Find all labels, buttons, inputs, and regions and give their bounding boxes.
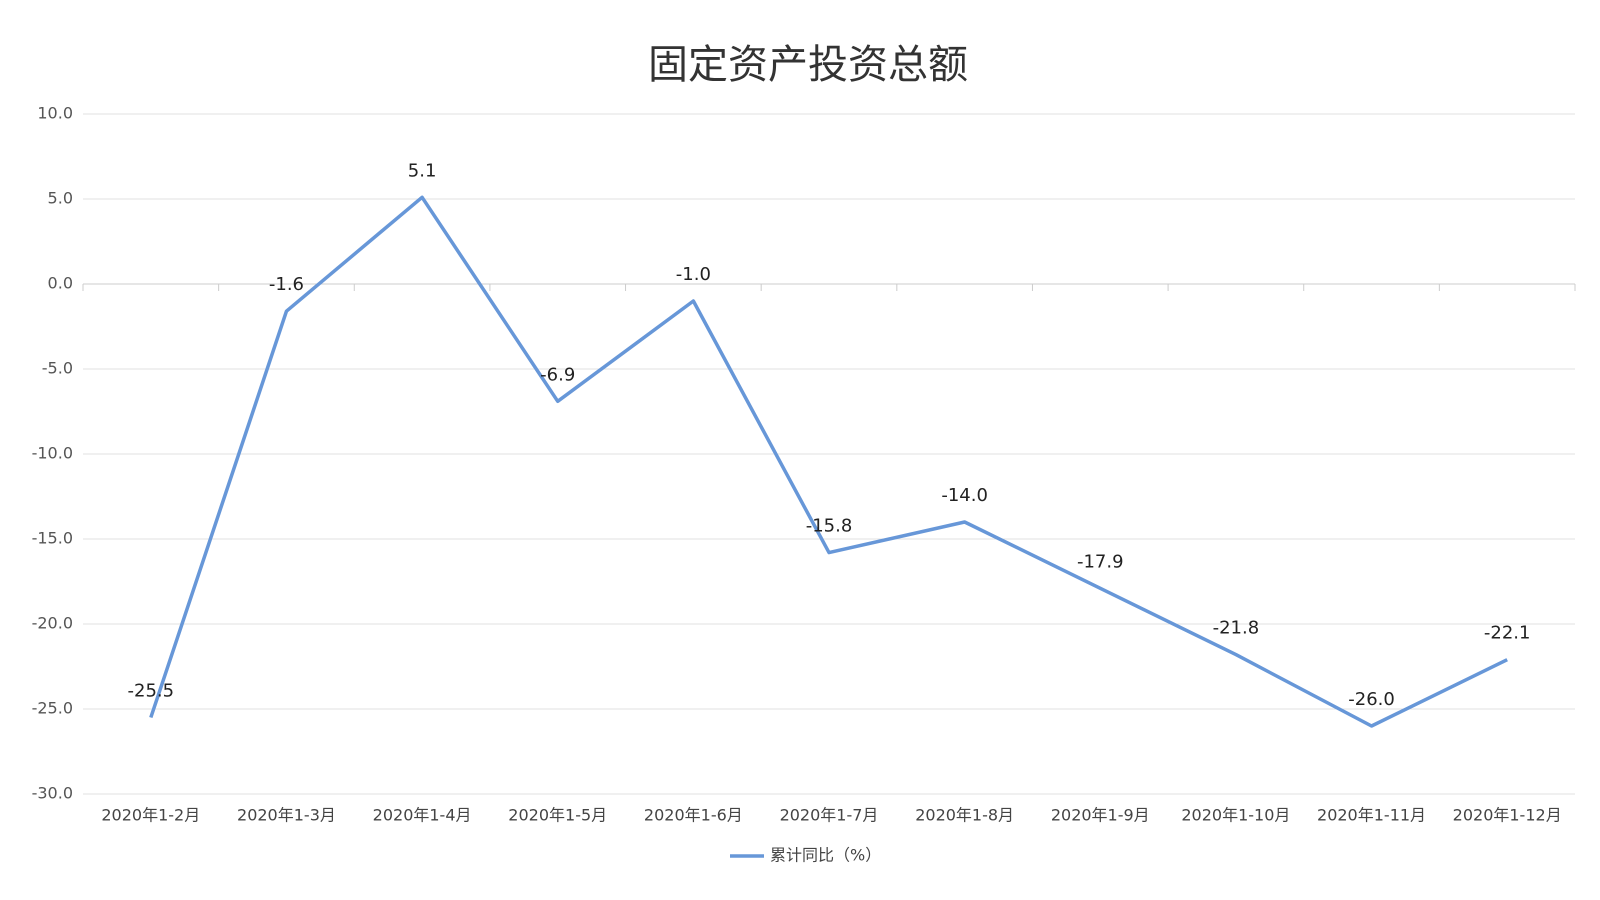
data-label: -26.0 bbox=[1348, 689, 1395, 710]
chart-title: 固定资产投资总额 bbox=[648, 42, 968, 88]
x-tick-label: 2020年1-4月 bbox=[373, 806, 472, 825]
y-tick-label: -15.0 bbox=[32, 529, 73, 548]
x-tick-label: 2020年1-8月 bbox=[915, 806, 1014, 825]
y-tick-label: -20.0 bbox=[32, 614, 73, 633]
x-tick-label: 2020年1-2月 bbox=[101, 806, 200, 825]
y-tick-label: -10.0 bbox=[32, 444, 73, 463]
y-tick-label: 5.0 bbox=[48, 189, 73, 208]
data-label: -14.0 bbox=[941, 485, 988, 506]
data-label: -22.1 bbox=[1484, 623, 1531, 644]
data-label: -21.8 bbox=[1213, 618, 1260, 639]
data-label: 5.1 bbox=[408, 160, 437, 181]
series-line bbox=[149, 195, 1508, 728]
y-tick-label: -30.0 bbox=[32, 784, 73, 803]
x-tick-label: 2020年1-3月 bbox=[237, 806, 336, 825]
x-tick-label: 2020年1-6月 bbox=[644, 806, 743, 825]
data-label: -1.0 bbox=[676, 264, 711, 285]
data-label: -15.8 bbox=[806, 516, 853, 537]
data-label: -6.9 bbox=[540, 364, 575, 385]
x-tick-label: 2020年1-12月 bbox=[1453, 806, 1562, 825]
y-tick-label: -25.0 bbox=[32, 699, 73, 718]
x-tick-label: 2020年1-7月 bbox=[780, 806, 879, 825]
data-label: -25.5 bbox=[128, 681, 175, 702]
data-label: -17.9 bbox=[1077, 551, 1124, 572]
y-tick-label: -5.0 bbox=[42, 359, 73, 378]
x-tick-label: 2020年1-10月 bbox=[1181, 806, 1290, 825]
y-tick-label: 0.0 bbox=[48, 274, 73, 293]
x-tick-label: 2020年1-9月 bbox=[1051, 806, 1150, 825]
x-tick-label: 2020年1-11月 bbox=[1317, 806, 1426, 825]
data-label: -1.6 bbox=[269, 274, 304, 295]
y-tick-label: 10.0 bbox=[37, 104, 73, 123]
x-tick-label: 2020年1-5月 bbox=[508, 806, 607, 825]
legend-label: 累计同比（%） bbox=[770, 846, 881, 865]
